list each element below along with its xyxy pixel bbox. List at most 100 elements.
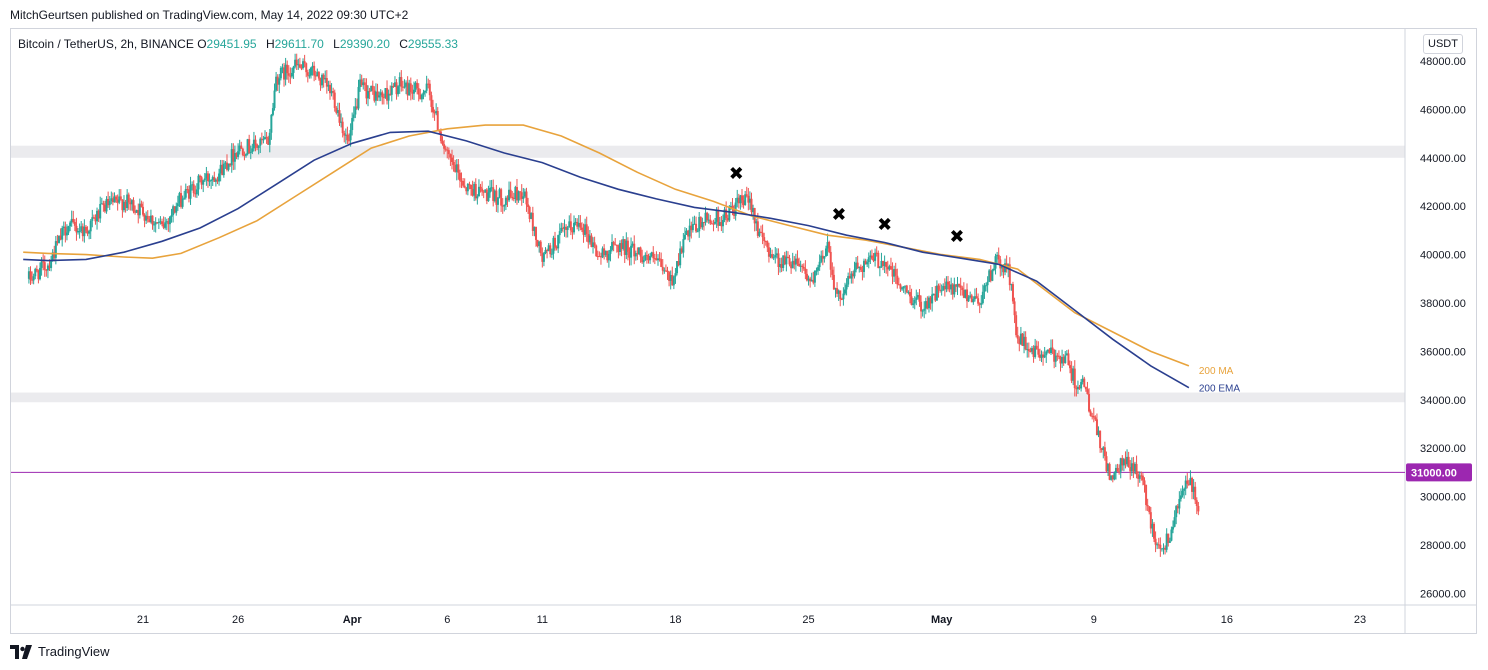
candle-body [772,257,775,259]
candle-body [414,82,417,90]
tradingview-logo-icon [10,644,32,659]
candle-body [584,224,587,235]
candle-body [926,301,929,309]
candle-body [918,295,921,302]
candle-body [216,179,219,182]
candle-body [1172,526,1175,530]
candle-body [954,284,957,287]
candle-body [61,228,64,240]
candle-body [596,256,599,258]
candle-body [615,244,618,246]
candle-body [333,92,336,108]
candle-body [1111,475,1114,480]
candle-body [748,198,751,203]
candle-body [1013,301,1016,316]
candle-body [81,226,84,237]
candle-body [1113,472,1116,480]
candle-body [1072,368,1075,381]
support-zone [11,145,1405,158]
candle-body [116,199,119,203]
high-label: H [265,37,275,51]
candle-body [1148,506,1151,513]
candle-body [566,227,569,230]
candle-body [883,261,886,266]
candle-body [374,91,377,101]
candle-body [360,79,363,86]
candle-body [582,229,585,235]
candle-body [84,226,87,231]
candle-body [767,247,770,257]
candle-body [1164,547,1167,550]
candle-body [1165,533,1168,550]
candle-body [458,172,461,181]
candle-body [409,83,412,93]
candle-body [805,273,808,281]
candle-body [259,138,262,146]
candle-body [988,270,991,282]
candle-body [766,241,769,248]
candle-body [298,64,301,68]
candle-body [43,262,46,270]
candle-body [658,258,661,260]
candle-body [134,211,137,213]
candle-body [595,245,598,257]
candle-body [175,206,178,213]
candle-body [474,183,477,199]
candle-body [173,206,176,213]
symbol-legend: Bitcoin / TetherUS, 2h, BINANCE O29451.9… [18,37,464,51]
candle-body [271,108,274,115]
candle-body [663,270,666,272]
candle-body [1191,478,1194,492]
candle-body [804,268,807,274]
candle-body [845,284,848,290]
candle-body [203,178,206,181]
candle-body [728,206,731,221]
candle-body [1175,506,1178,518]
candle-body [305,63,308,73]
candle-body [365,84,368,99]
candle-body [205,173,208,179]
candle-body [538,241,541,247]
candle-body [306,72,309,76]
candle-body [1067,353,1070,366]
candle-body [726,217,729,221]
candle-body [1042,354,1045,358]
candle-body [135,210,138,213]
currency-button[interactable]: USDT [1423,34,1463,54]
candle-body [573,222,576,233]
ma-200-line [23,124,1190,367]
candle-body [1118,471,1121,473]
candle-body [466,184,469,192]
candle-body [189,185,192,199]
candle-body [1141,475,1144,481]
candle-body [839,290,842,299]
candle-body [424,90,427,93]
candle-body [910,296,913,305]
price-tick-label: 38000.00 [1420,298,1466,310]
candle-body [831,269,834,275]
candle-body [276,76,279,85]
candle-body [303,61,306,64]
candle-body [657,258,660,261]
candle-body [592,242,595,247]
candle-body [794,258,797,265]
candle-body [790,264,793,269]
candle-body [439,131,442,142]
candle-body [417,88,420,95]
candle-body [541,253,544,262]
candle-body [1140,475,1143,477]
candle-body [861,269,864,272]
candle-body [400,77,403,87]
candle-body [165,221,168,223]
rejection-x-marker: ✖ [949,227,964,248]
candle-body [661,266,664,271]
candle-body [1065,353,1068,356]
candle-body [547,245,550,251]
candle-body [888,266,891,270]
candle-body [580,227,583,230]
candle-body [143,214,146,221]
candle-body [981,291,984,304]
candle-body [948,284,951,290]
candle-body [715,210,718,222]
